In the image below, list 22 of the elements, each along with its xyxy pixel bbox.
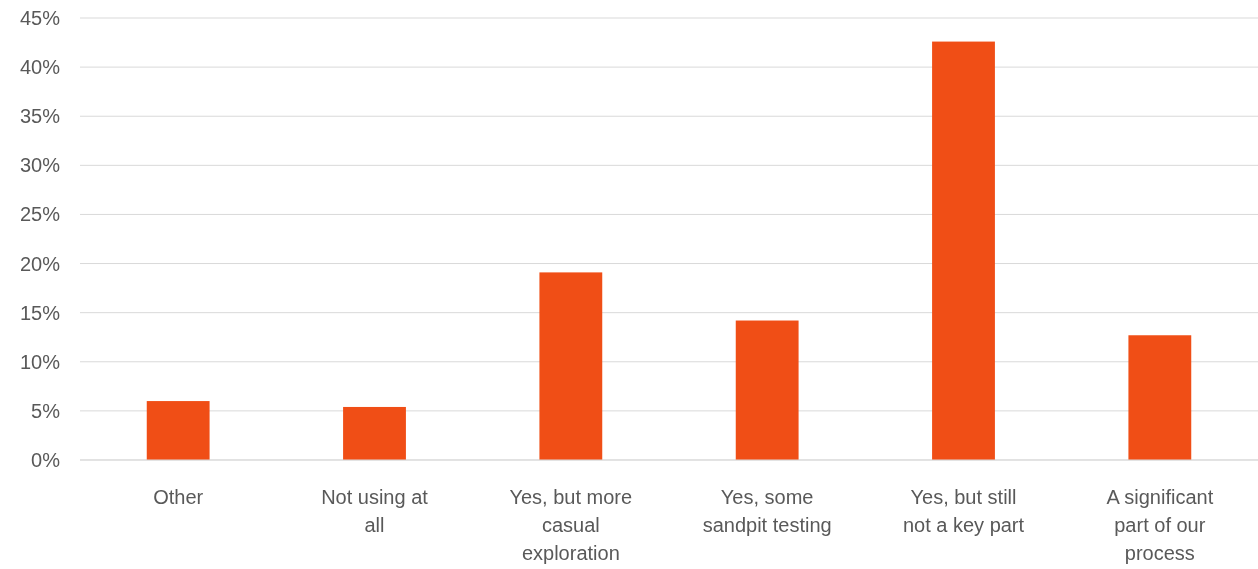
bar [1128, 335, 1192, 460]
y-tick-label: 20% [19, 252, 61, 275]
y-tick-label: 15% [19, 301, 61, 324]
y-tick-label: 45% [19, 7, 61, 29]
y-tick-label: 10% [19, 350, 61, 373]
y-tick-label: 35% [19, 105, 61, 128]
bar [735, 320, 799, 460]
y-tick-label: 25% [19, 203, 61, 226]
bar [343, 406, 406, 460]
x-tick-label: Other [153, 486, 204, 508]
x-tick-label: Not using at all [321, 486, 429, 536]
y-tick-label: 0% [31, 449, 61, 471]
x-tick-label: Yes, but still not a key part [902, 486, 1025, 536]
x-tick-label: Yes, but more casual exploration [509, 486, 633, 564]
y-tick-label: 40% [19, 56, 61, 79]
y-tick-label: 5% [31, 399, 61, 422]
x-tick-label: A significant part of our process [1106, 486, 1214, 564]
y-tick-label: 30% [19, 154, 61, 177]
bar [539, 272, 603, 460]
bar [932, 41, 995, 460]
x-tick-label: Yes, some sandpit testing [702, 486, 832, 536]
bar [146, 401, 210, 460]
